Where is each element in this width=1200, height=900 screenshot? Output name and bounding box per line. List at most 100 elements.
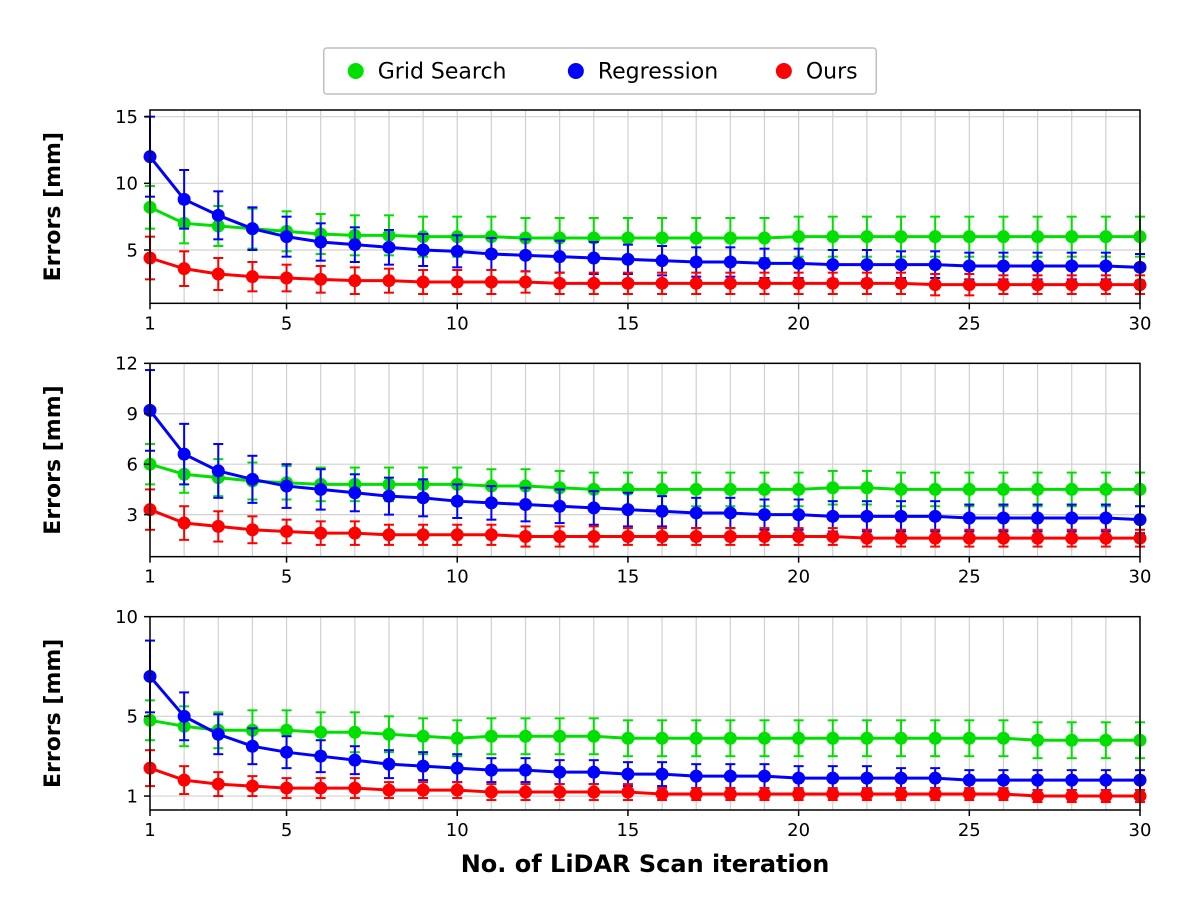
series-marker: [314, 527, 327, 540]
series-marker: [178, 517, 191, 530]
xtick-label: 25: [958, 820, 981, 841]
series-marker: [792, 483, 805, 496]
series-marker: [860, 510, 873, 523]
legend-marker: [776, 63, 792, 79]
series-marker: [314, 236, 327, 249]
series-marker: [1031, 483, 1044, 496]
panel-0: 51015151015202530Errors [mm]: [41, 107, 1151, 334]
series-marker: [178, 774, 191, 787]
series-marker: [758, 483, 771, 496]
series-marker: [1065, 774, 1078, 787]
series-marker: [246, 740, 259, 753]
xtick-label: 25: [958, 313, 981, 334]
series-marker: [212, 209, 225, 222]
series-marker: [382, 728, 395, 741]
series-marker: [929, 732, 942, 745]
ytick-label: 15: [115, 107, 138, 128]
series-marker: [246, 270, 259, 283]
series-marker: [758, 770, 771, 783]
series-marker: [690, 770, 703, 783]
series-marker: [382, 241, 395, 254]
series-marker: [382, 784, 395, 797]
panel-1: 36912151015202530Errors [mm]: [41, 354, 1151, 588]
ytick-label: 9: [127, 404, 138, 425]
series-marker: [690, 732, 703, 745]
chart-svg: Grid SearchRegressionOurs510151510152025…: [0, 0, 1200, 900]
series-marker: [963, 260, 976, 273]
series-marker: [553, 730, 566, 743]
series-marker: [246, 780, 259, 793]
series-marker: [1099, 278, 1112, 291]
series-marker: [382, 490, 395, 503]
series-marker: [1065, 230, 1078, 243]
series-marker: [929, 532, 942, 545]
xtick-label: 10: [446, 567, 469, 588]
ytick-label: 12: [115, 354, 138, 375]
series-marker: [417, 276, 430, 289]
series-marker: [656, 232, 669, 245]
series-marker: [417, 244, 430, 257]
xtick-label: 25: [958, 567, 981, 588]
series-marker: [792, 788, 805, 801]
ytick-label: 5: [127, 707, 138, 728]
series-marker: [860, 481, 873, 494]
xtick-label: 1: [144, 313, 155, 334]
series-marker: [314, 726, 327, 739]
series-marker: [621, 768, 634, 781]
series-marker: [1099, 512, 1112, 525]
series-marker: [724, 232, 737, 245]
series-marker: [724, 530, 737, 543]
series-marker: [656, 768, 669, 781]
series-marker: [758, 232, 771, 245]
series-marker: [348, 527, 361, 540]
series-marker: [1031, 260, 1044, 273]
series-marker: [314, 273, 327, 286]
series-marker: [860, 277, 873, 290]
ytick-label: 6: [127, 455, 138, 476]
y-axis-label: Errors [mm]: [41, 639, 66, 788]
series-marker: [826, 277, 839, 290]
series-marker: [280, 230, 293, 243]
legend-label: Grid Search: [378, 60, 507, 85]
series-marker: [895, 510, 908, 523]
series-marker: [553, 786, 566, 799]
series-marker: [485, 276, 498, 289]
xtick-label: 30: [1129, 313, 1152, 334]
series-marker: [485, 786, 498, 799]
series-marker: [519, 498, 532, 511]
series-marker: [212, 728, 225, 741]
series-marker: [485, 730, 498, 743]
series-marker: [553, 500, 566, 513]
series-marker: [587, 277, 600, 290]
series-marker: [553, 766, 566, 779]
series-marker: [246, 222, 259, 235]
series-marker: [451, 762, 464, 775]
xtick-label: 15: [616, 313, 639, 334]
series-marker: [417, 491, 430, 504]
series-marker: [895, 532, 908, 545]
series-marker: [656, 505, 669, 518]
series-marker: [280, 480, 293, 493]
series-marker: [656, 530, 669, 543]
legend-label: Ours: [806, 60, 858, 85]
series-marker: [724, 256, 737, 269]
series-marker: [621, 253, 634, 266]
series-marker: [314, 782, 327, 795]
series-marker: [451, 495, 464, 508]
series-marker: [212, 520, 225, 533]
series-marker: [895, 772, 908, 785]
series-marker: [895, 732, 908, 745]
series-marker: [895, 483, 908, 496]
series-marker: [690, 232, 703, 245]
series-marker: [963, 483, 976, 496]
series-marker: [929, 278, 942, 291]
series-marker: [519, 276, 532, 289]
series-marker: [963, 788, 976, 801]
series-marker: [826, 230, 839, 243]
series-marker: [826, 732, 839, 745]
series-marker: [792, 277, 805, 290]
xtick-label: 30: [1129, 567, 1152, 588]
series-marker: [792, 530, 805, 543]
series-marker: [1031, 790, 1044, 803]
series-marker: [621, 732, 634, 745]
